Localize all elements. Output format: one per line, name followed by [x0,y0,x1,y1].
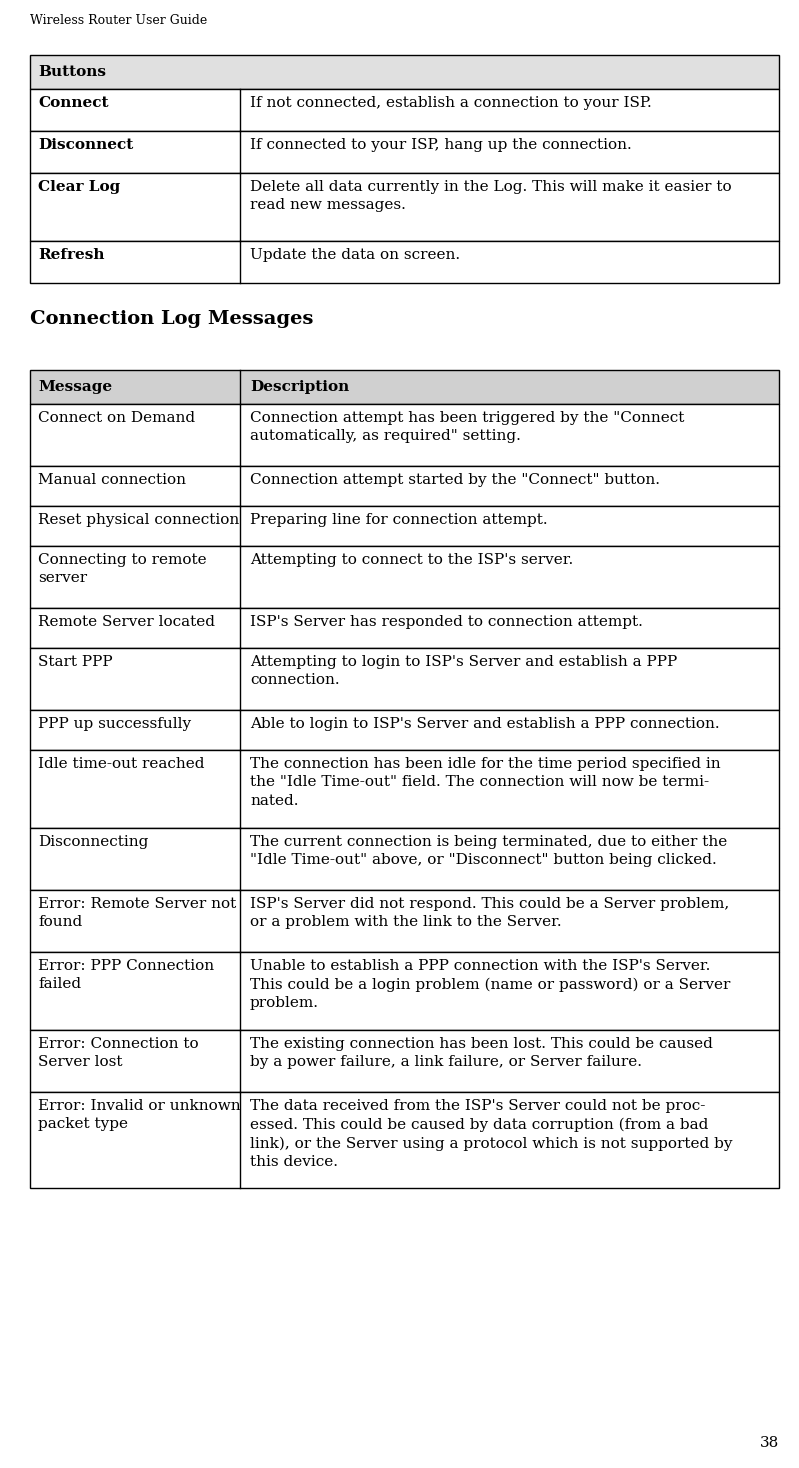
Text: Delete all data currently in the Log. This will make it easier to
read new messa: Delete all data currently in the Log. Th… [250,181,732,213]
Bar [30,465,779,506]
Text: Connection attempt started by the "Connect" button.: Connection attempt started by the "Conne… [250,473,660,487]
Bar [30,370,779,404]
Text: Refresh: Refresh [38,248,105,261]
Text: Preparing line for connection attempt.: Preparing line for connection attempt. [250,512,547,527]
Text: Connection attempt has been triggered by the "Connect
automatically, as required: Connection attempt has been triggered by… [250,411,685,443]
Text: Message: Message [38,380,112,393]
Bar [30,173,779,241]
Text: Disconnecting: Disconnecting [38,835,149,849]
Text: Remote Server located: Remote Server located [38,615,215,628]
Text: Error: Connection to
Server lost: Error: Connection to Server lost [38,1036,199,1069]
Text: Unable to establish a PPP connection with the ISP's Server.
This could be a logi: Unable to establish a PPP connection wit… [250,959,730,1010]
Text: PPP up successfully: PPP up successfully [38,716,191,731]
Bar [30,711,779,750]
Text: Start PPP: Start PPP [38,655,113,669]
Text: If connected to your ISP, hang up the connection.: If connected to your ISP, hang up the co… [250,138,632,153]
Text: Connecting to remote
server: Connecting to remote server [38,553,207,586]
Bar [30,54,779,90]
Text: Update the data on screen.: Update the data on screen. [250,248,460,261]
Bar [30,1031,779,1092]
Text: Disconnect: Disconnect [38,138,133,153]
Text: Wireless Router User Guide: Wireless Router User Guide [30,15,207,26]
Text: ISP's Server has responded to connection attempt.: ISP's Server has responded to connection… [250,615,643,628]
Text: If not connected, establish a connection to your ISP.: If not connected, establish a connection… [250,95,652,110]
Text: Error: Invalid or unknown
packet type: Error: Invalid or unknown packet type [38,1100,240,1132]
Text: Description: Description [250,380,349,393]
Text: The current connection is being terminated, due to either the
"Idle Time-out" ab: The current connection is being terminat… [250,835,727,868]
Text: The existing connection has been lost. This could be caused
by a power failure, : The existing connection has been lost. T… [250,1036,713,1069]
Text: Connect on Demand: Connect on Demand [38,411,195,426]
Bar [30,90,779,131]
Text: Clear Log: Clear Log [38,181,121,194]
Text: ISP's Server did not respond. This could be a Server problem,
or a problem with : ISP's Server did not respond. This could… [250,897,729,929]
Bar [30,608,779,647]
Text: The connection has been idle for the time period specified in
the "Idle Time-out: The connection has been idle for the tim… [250,757,721,807]
Bar [30,750,779,828]
Bar [30,953,779,1031]
Bar [30,506,779,546]
Text: Error: Remote Server not
found: Error: Remote Server not found [38,897,237,929]
Bar [30,647,779,711]
Text: Connection Log Messages: Connection Log Messages [30,310,313,327]
Text: Error: PPP Connection
failed: Error: PPP Connection failed [38,959,214,991]
Text: The data received from the ISP's Server could not be proc-
essed. This could be : The data received from the ISP's Server … [250,1100,733,1170]
Text: Able to login to ISP's Server and establish a PPP connection.: Able to login to ISP's Server and establ… [250,716,720,731]
Text: Buttons: Buttons [38,65,106,79]
Bar [30,828,779,890]
Text: Connect: Connect [38,95,109,110]
Bar [30,241,779,283]
Text: Attempting to login to ISP's Server and establish a PPP
connection.: Attempting to login to ISP's Server and … [250,655,678,687]
Text: Attempting to connect to the ISP's server.: Attempting to connect to the ISP's serve… [250,553,573,567]
Text: Idle time-out reached: Idle time-out reached [38,757,205,771]
Bar [30,1092,779,1188]
Bar [30,890,779,953]
Bar [30,131,779,173]
Text: 38: 38 [760,1436,779,1450]
Bar [30,404,779,465]
Text: Reset physical connection: Reset physical connection [38,512,239,527]
Text: Manual connection: Manual connection [38,473,186,487]
Bar [30,546,779,608]
